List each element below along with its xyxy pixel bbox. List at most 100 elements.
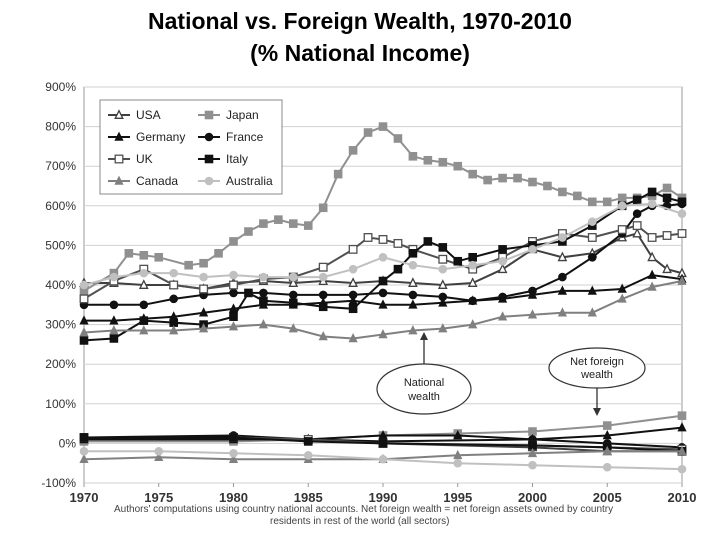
data-point-japan [378, 122, 388, 131]
data-point-usa [497, 263, 508, 274]
data-point-italy [423, 237, 433, 246]
data-point-italy-net-foreign [378, 439, 388, 448]
data-point-france [109, 300, 119, 310]
data-point-canada [348, 333, 358, 343]
legend-marker-canada [114, 175, 124, 185]
legend-label-usa: USA [136, 108, 161, 122]
data-point-italy [468, 252, 477, 262]
source-note: Authors' computations using country nati… [114, 504, 613, 515]
data-point-canada [408, 325, 418, 335]
data-point-japan [333, 169, 343, 179]
data-point-canada [169, 325, 179, 335]
data-point-france [348, 290, 358, 300]
data-point-germany [587, 285, 597, 295]
data-point-italy [453, 256, 463, 266]
y-tick-label: 800% [45, 120, 76, 134]
data-point-japan [513, 173, 522, 183]
data-point-canada [109, 325, 119, 335]
data-point-canada-net-foreign [602, 445, 612, 456]
net-foreign-arrowhead [593, 408, 601, 416]
data-point-uk [229, 280, 238, 290]
y-tick-label: 500% [45, 238, 76, 252]
y-tick-label: 700% [45, 159, 76, 173]
data-point-australia-net-foreign [154, 447, 164, 456]
data-point-france [318, 290, 328, 300]
data-point-france [378, 288, 388, 298]
data-point-australia [139, 268, 149, 278]
data-point-australia [289, 272, 298, 282]
x-tick-label: 1975 [144, 490, 173, 505]
data-point-japan [348, 146, 358, 155]
data-point-italy [79, 336, 89, 345]
data-point-uk [617, 225, 627, 235]
data-point-japan [199, 258, 208, 268]
data-point-germany [228, 303, 239, 313]
net-foreign-label: wealth [580, 369, 613, 381]
data-point-germany [109, 315, 119, 325]
data-point-australia-net-foreign [677, 464, 687, 474]
x-tick-label: 2010 [668, 490, 697, 505]
x-tick-label: 1970 [70, 490, 99, 505]
data-point-canada [288, 323, 298, 333]
legend-marker-germany [114, 131, 124, 141]
x-tick-label: 2005 [593, 490, 622, 505]
data-point-italy [139, 316, 149, 325]
data-point-australia [647, 199, 657, 209]
data-point-canada-net-foreign [527, 447, 538, 458]
net-foreign-label: Net foreign [570, 356, 624, 368]
data-point-japan-net-foreign [602, 421, 612, 430]
data-point-germany [647, 269, 657, 279]
data-point-australia-net-foreign [378, 454, 388, 464]
data-point-france [528, 286, 537, 296]
data-point-canada-net-foreign [79, 453, 89, 464]
data-point-japan [318, 203, 328, 213]
data-point-germany-net-foreign [453, 430, 463, 440]
data-point-canada [468, 319, 478, 329]
data-point-uk [632, 221, 642, 231]
data-point-france [229, 288, 238, 298]
data-point-japan [558, 187, 567, 197]
data-point-france [632, 209, 642, 219]
legend-label-canada: Canada [136, 174, 178, 188]
data-point-japan [184, 260, 193, 270]
y-tick-label: 0% [59, 436, 77, 450]
data-point-japan [573, 191, 582, 201]
x-tick-label: 1980 [219, 490, 248, 505]
legend-marker-japan [204, 110, 214, 120]
data-point-australia [259, 272, 268, 282]
data-point-australia [677, 209, 687, 219]
national-wealth-bubble [376, 363, 472, 415]
data-point-italy [498, 245, 507, 254]
data-point-italy [632, 195, 642, 205]
data-point-canada [647, 281, 657, 291]
data-point-germany [378, 299, 388, 309]
legend-label-japan: Japan [226, 108, 259, 122]
data-point-canada [139, 325, 149, 335]
data-point-uk [79, 294, 89, 304]
data-point-australia [528, 245, 537, 254]
data-point-japan [124, 249, 134, 258]
y-tick-label: 200% [45, 357, 76, 371]
y-tick-label: 400% [45, 278, 76, 292]
data-point-italy [244, 288, 253, 298]
data-point-germany [557, 285, 568, 295]
data-point-canada [438, 323, 448, 333]
data-point-usa [647, 251, 657, 262]
data-point-japan [259, 219, 268, 228]
data-point-australia [378, 252, 388, 262]
data-point-usa [437, 279, 448, 289]
data-point-germany [408, 299, 418, 309]
y-tick-label: 300% [45, 318, 76, 332]
data-point-usa [662, 263, 672, 274]
data-point-japan [244, 227, 253, 236]
data-point-germany-net-foreign [677, 422, 687, 432]
data-point-japan [468, 169, 477, 179]
y-tick-label: -100% [41, 476, 76, 490]
data-point-italy [318, 302, 328, 312]
data-point-italy [109, 334, 119, 343]
legend-marker-italy [204, 154, 214, 164]
data-point-italy [289, 298, 298, 308]
data-point-canada [378, 329, 388, 339]
data-point-uk [438, 254, 448, 264]
data-point-uk [199, 284, 209, 294]
